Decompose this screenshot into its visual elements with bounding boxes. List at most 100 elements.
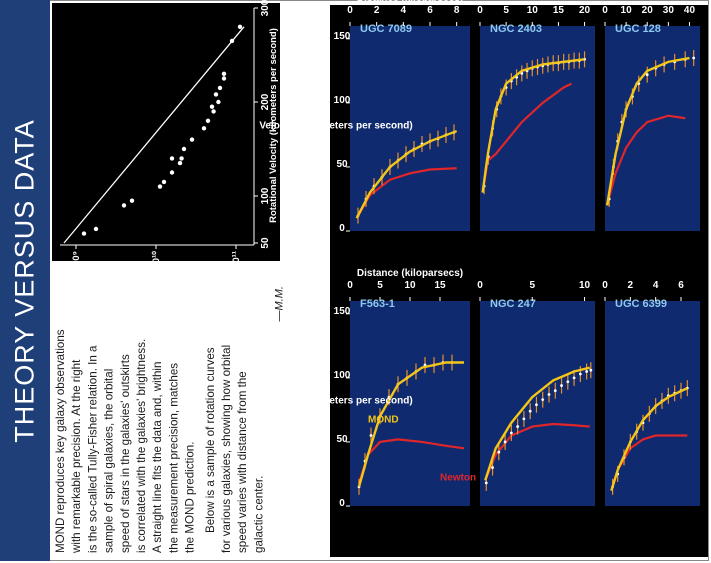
data-point [201, 126, 207, 131]
data-point [81, 231, 87, 236]
observation-point [566, 380, 570, 384]
data-point [161, 179, 167, 185]
observation-point [585, 370, 589, 373]
y-tick-label: 10⁹ [71, 251, 82, 266]
x-tick-label: 200 [260, 93, 271, 110]
mond-curve [605, 56, 690, 206]
distance-tick-label: 10 [579, 280, 591, 291]
caption-line: for various galaxies, showing how orbita… [220, 345, 233, 553]
panel-background [480, 301, 595, 506]
mond-curve [610, 387, 688, 491]
caption-line: is the so-called Tully-Fisher relation. … [86, 345, 99, 553]
title-bar: THEORY VERSUS DATA [0, 0, 50, 561]
observation-point [692, 56, 696, 60]
velocity-tick-label: 50 [336, 434, 348, 445]
observation-point [497, 450, 501, 454]
velocity-axis-label: Velocity (kilometers per second) [259, 121, 412, 132]
observation-point [528, 409, 532, 413]
distance-tick-label: 15 [553, 5, 565, 16]
observation-point [491, 466, 494, 469]
x-tick-label: 50 [260, 237, 271, 249]
data-point [217, 85, 223, 91]
galaxy-name: NGC 2403 [490, 23, 542, 35]
rotation-panel-ugc-6399: UGC 6399 0 2 4 6 [602, 280, 700, 506]
caption-line: speed varies with distance from the [236, 371, 249, 553]
caption-line: MOND reproduces key galaxy observations [54, 329, 67, 553]
newton-curve [481, 82, 572, 193]
caption-line: Below is a sample of rotation curves [204, 347, 217, 533]
observation-point [547, 393, 551, 396]
data-point [157, 184, 163, 189]
observation-point [484, 481, 488, 485]
caption-line: is correlated with the galaxies' brightn… [135, 339, 148, 553]
data-point [121, 203, 127, 208]
data-point [213, 92, 219, 97]
distance-tick-label: 10 [527, 5, 539, 16]
distance-tick-label: 6 [678, 280, 684, 291]
mond-label: MOND [368, 415, 399, 426]
observation-point [572, 376, 576, 380]
observation-point [535, 403, 538, 407]
galaxy-name: UGC 7089 [360, 23, 412, 35]
distance-tick-label: 30 [663, 5, 675, 16]
distance-tick-label: 0 [602, 280, 608, 291]
y-tick-label: 10¹⁰ [151, 251, 162, 269]
distance-tick-label: 10 [621, 5, 633, 16]
distance-axis-label: Distance (kiloparsecs) [357, 268, 463, 279]
newton-curve [606, 114, 686, 206]
caption-line: the measurement precision, matches [167, 363, 180, 553]
observation-point [553, 389, 557, 393]
observation-point [645, 73, 649, 77]
distance-tick-label: 5 [529, 280, 535, 291]
distance-tick-label: 5 [377, 280, 383, 291]
distance-tick-label: 2 [628, 280, 634, 291]
panel-background [605, 26, 700, 231]
distance-tick-label: 0 [477, 5, 483, 16]
velocity-axis-label: Velocity (kilometers per second) [259, 396, 412, 407]
distance-tick-label: 0 [347, 280, 353, 291]
distance-tick-label: 10 [404, 280, 416, 291]
observation-point [516, 425, 520, 428]
velocity-tick-label: 150 [334, 31, 351, 42]
figure-content: MOND reproduces key galaxy observations w… [52, 0, 708, 557]
observation-point [578, 372, 582, 376]
caption-line: with remarkable precision. At the right [70, 359, 83, 554]
velocity-tick-label: 0 [339, 223, 345, 234]
mond-curve [484, 366, 591, 481]
velocity-tick-label: 0 [339, 498, 345, 509]
data-point [129, 198, 135, 203]
scatter-background [52, 3, 280, 261]
distance-tick-label: 4 [401, 5, 407, 16]
velocity-tick-label: 150 [334, 306, 351, 317]
mond-curve [355, 129, 458, 219]
data-point [237, 24, 243, 29]
distance-tick-label: 5 [503, 5, 509, 16]
newton-curve [484, 422, 590, 481]
distance-tick-label: 8 [454, 5, 460, 16]
fit-line [63, 26, 245, 244]
distance-tick-label: 0 [477, 280, 483, 291]
data-point [93, 226, 99, 232]
data-point [181, 146, 187, 152]
tully-fisher-chart: 50 100 200 300 10⁹ 10¹⁰ 10¹¹ Rotational Velocit… [52, 0, 280, 285]
newton-label: Newton [440, 472, 476, 483]
caption-line: galactic center. [252, 476, 265, 553]
caption-line: the MOND prediction. [184, 442, 197, 553]
x-tick-label: 100 [260, 187, 271, 204]
distance-tick-label: 6 [427, 5, 433, 16]
distance-tick-label: 0 [347, 5, 353, 16]
data-point [177, 160, 183, 166]
panel-background [605, 301, 700, 506]
velocity-tick-label: 50 [336, 159, 348, 170]
observation-point [541, 398, 545, 402]
mond-curve [481, 58, 585, 193]
data-point [221, 71, 227, 76]
x-tick-label: 300 [260, 0, 271, 16]
rotation-panel-ngc-2403: NGC 2403 0 5 10 15 20 [477, 5, 595, 231]
distance-tick-label: 20 [642, 5, 654, 16]
observation-point [509, 431, 513, 435]
rotation-panel-ngc-247: NGC 247 0 5 10 [477, 280, 595, 506]
signature: —M.M. [274, 286, 286, 322]
data-point [169, 156, 175, 161]
